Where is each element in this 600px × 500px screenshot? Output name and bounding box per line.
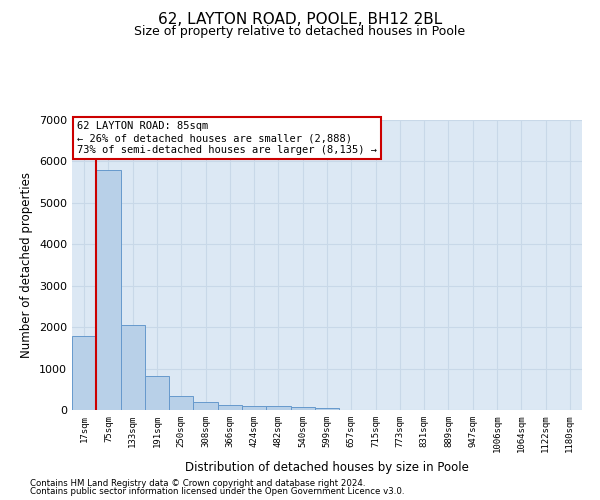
Bar (121, 324, 145, 410)
X-axis label: Distribution of detached houses by size in Poole: Distribution of detached houses by size … (185, 461, 469, 474)
Text: Contains public sector information licensed under the Open Government Licence v3: Contains public sector information licen… (30, 487, 404, 496)
Text: Contains HM Land Registry data © Crown copyright and database right 2024.: Contains HM Land Registry data © Crown c… (30, 478, 365, 488)
Text: Size of property relative to detached houses in Poole: Size of property relative to detached ho… (134, 25, 466, 38)
Bar (266, 406, 290, 410)
Bar (169, 396, 193, 410)
Bar (193, 402, 218, 410)
Bar (315, 408, 339, 410)
Bar (145, 376, 169, 410)
Bar (290, 407, 315, 410)
Bar (96, 170, 121, 410)
Text: 62, LAYTON ROAD, POOLE, BH12 2BL: 62, LAYTON ROAD, POOLE, BH12 2BL (158, 12, 442, 28)
Y-axis label: Number of detached properties: Number of detached properties (20, 172, 34, 358)
Bar (218, 405, 242, 410)
Text: 62 LAYTON ROAD: 85sqm
← 26% of detached houses are smaller (2,888)
73% of semi-d: 62 LAYTON ROAD: 85sqm ← 26% of detached … (77, 122, 377, 154)
Bar (242, 406, 266, 410)
Bar (72, 336, 96, 410)
